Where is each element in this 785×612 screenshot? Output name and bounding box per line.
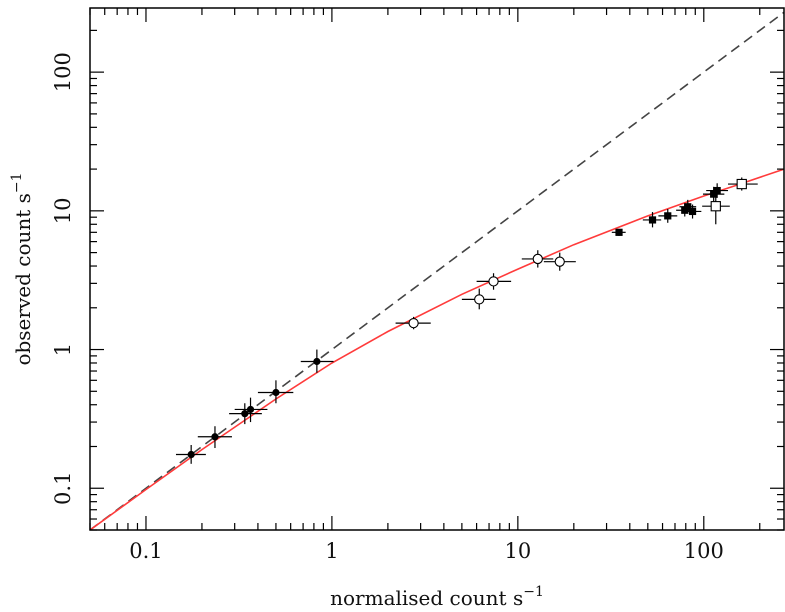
y-axis-label-text: observed count s — [11, 193, 35, 365]
y-tick-label: 10 — [51, 197, 75, 224]
filled-circle-marker — [187, 450, 195, 459]
data-point-open-circle — [543, 252, 576, 271]
open-square-marker — [710, 201, 721, 212]
data-point-filled-circle — [257, 380, 294, 404]
filled-square-marker — [688, 207, 697, 216]
filled-square-marker — [664, 212, 672, 220]
open-circle-marker — [488, 276, 499, 287]
open-circle-marker — [554, 256, 565, 267]
x-tick-label: 1 — [325, 539, 338, 563]
x-tick-label: 10 — [504, 539, 531, 563]
model-lines — [90, 11, 784, 530]
x-axis-label-text: normalised count s — [330, 586, 523, 610]
data-point-filled-square — [658, 209, 678, 223]
filled-square-marker — [684, 203, 692, 211]
x-axis-label: normalised count s−1 — [330, 584, 544, 610]
data-points — [175, 177, 758, 464]
open-circle-marker — [532, 253, 543, 265]
x-axis-label-sup: −1 — [523, 584, 544, 600]
model-curve — [90, 168, 784, 530]
data-point-open-circle — [461, 288, 496, 310]
one-to-one-dashed-line — [90, 11, 784, 530]
filled-square-marker — [648, 216, 657, 224]
data-point-filled-square — [706, 183, 729, 198]
open-square-marker — [736, 178, 747, 190]
filled-circle-marker — [272, 388, 280, 397]
y-axis-label: observed count s−1 — [9, 172, 35, 365]
data-point-open-square — [702, 192, 730, 225]
data-point-filled-circle — [175, 445, 206, 464]
x-tick-label: 0.1 — [129, 539, 162, 563]
tick-labels: 0.1 1 10 100 0.1 1 10 100 — [51, 52, 724, 563]
data-point-filled-square — [683, 204, 702, 219]
data-point-open-square — [728, 177, 758, 191]
filled-circle-marker — [241, 410, 249, 418]
data-point-filled-square — [611, 228, 626, 236]
filled-circle-marker — [211, 433, 219, 441]
data-point-open-circle — [476, 273, 512, 290]
data-point-filled-circle — [229, 403, 262, 425]
y-tick-label: 0.1 — [51, 472, 75, 505]
data-point-filled-circle — [197, 426, 232, 449]
data-point-filled-circle — [234, 397, 268, 423]
data-point-filled-circle — [300, 349, 334, 373]
y-tick-label: 100 — [51, 52, 75, 92]
plot-frame — [89, 7, 785, 531]
open-circle-marker — [408, 317, 419, 329]
axis-ticks — [89, 8, 784, 531]
data-point-filled-square — [642, 212, 662, 228]
filled-circle-marker — [246, 405, 255, 414]
filled-square-marker — [615, 228, 623, 236]
x-tick-label: 100 — [684, 539, 724, 563]
data-point-open-circle — [395, 316, 431, 330]
open-circle-marker — [474, 294, 485, 305]
data-point-open-circle — [521, 250, 554, 268]
filled-circle-marker — [313, 357, 321, 366]
y-tick-label: 1 — [51, 343, 75, 356]
y-axis-label-sup: −1 — [9, 172, 25, 193]
filled-square-marker — [713, 186, 721, 195]
